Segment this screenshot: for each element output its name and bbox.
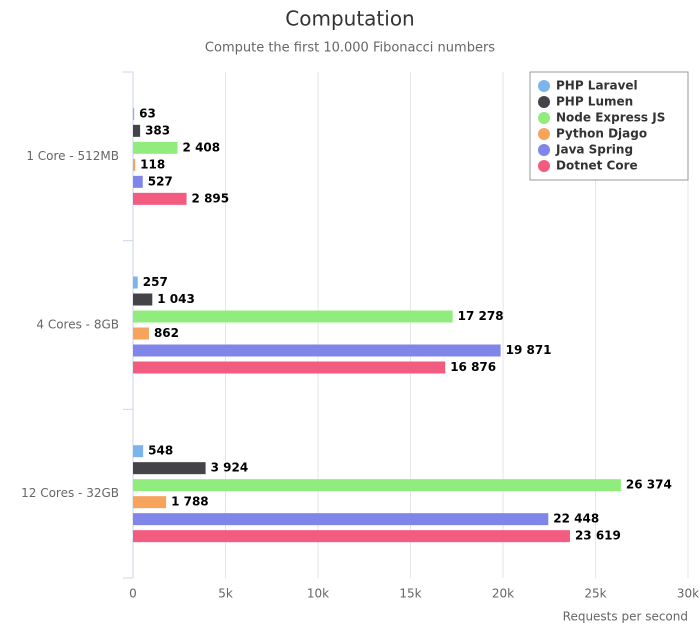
x-tick-label: 30k: [677, 587, 699, 601]
legend-symbol: [538, 80, 550, 92]
bar: [133, 530, 570, 543]
bar: [133, 310, 453, 323]
x-tick-label: 0: [129, 587, 137, 601]
y-tick-label: 1 Core - 512MB: [26, 149, 119, 163]
legend-label: PHP Lumen: [556, 95, 633, 109]
bar: [133, 293, 153, 306]
value-label: 118: [140, 157, 165, 171]
bar: [133, 462, 206, 475]
x-tick-label: 15k: [399, 587, 421, 601]
bar: [133, 327, 149, 340]
value-label: 19 871: [506, 343, 552, 357]
legend-label: PHP Laravel: [556, 79, 638, 93]
bar: [133, 141, 178, 154]
legend-label: Python Djago: [556, 127, 647, 141]
bar: [133, 192, 187, 205]
legend-symbol: [538, 112, 550, 124]
legend-label: Node Express JS: [556, 111, 665, 125]
bar: [133, 479, 621, 492]
legend-symbol: [538, 144, 550, 156]
legend-symbol: [538, 128, 550, 140]
bar: [133, 175, 143, 188]
y-tick-label: 4 Cores - 8GB: [36, 318, 119, 332]
value-label: 63: [139, 106, 156, 120]
value-label: 2 408: [183, 140, 221, 154]
x-axis-title: Requests per second: [563, 610, 688, 624]
value-label: 3 924: [211, 461, 249, 475]
x-tick-label: 10k: [307, 587, 329, 601]
value-label: 257: [143, 275, 168, 289]
bar: [133, 445, 144, 458]
bar: [133, 344, 501, 357]
legend-symbol: [538, 160, 550, 172]
bar: [133, 361, 446, 374]
chart-subtitle: Compute the first 10.000 Fibonacci numbe…: [205, 41, 495, 56]
value-label: 16 876: [450, 360, 496, 374]
x-tick-label: 20k: [492, 587, 514, 601]
value-label: 23 619: [575, 529, 621, 543]
value-label: 527: [148, 174, 173, 188]
legend-symbol: [538, 96, 550, 108]
value-label: 1 043: [157, 292, 195, 306]
bar: [133, 513, 549, 526]
value-label: 1 788: [171, 495, 209, 509]
bar: [133, 496, 167, 509]
value-label: 548: [148, 444, 173, 458]
legend-label: Java Spring: [555, 143, 633, 157]
value-label: 17 278: [458, 309, 504, 323]
bar: [133, 107, 135, 120]
x-tick-label: 25k: [584, 587, 606, 601]
bar: [133, 124, 141, 137]
value-label: 2 895: [192, 191, 230, 205]
y-tick-label: 12 Cores - 32GB: [21, 486, 119, 500]
value-label: 26 374: [626, 478, 672, 492]
value-label: 383: [145, 123, 170, 137]
legend-box: [529, 71, 689, 181]
chart-title: Computation: [285, 7, 414, 31]
x-tick-label: 5k: [218, 587, 233, 601]
value-label: 862: [154, 326, 179, 340]
value-label: 22 448: [553, 512, 599, 526]
bar: [133, 158, 136, 171]
legend-label: Dotnet Core: [556, 159, 638, 173]
bar: [133, 276, 138, 289]
